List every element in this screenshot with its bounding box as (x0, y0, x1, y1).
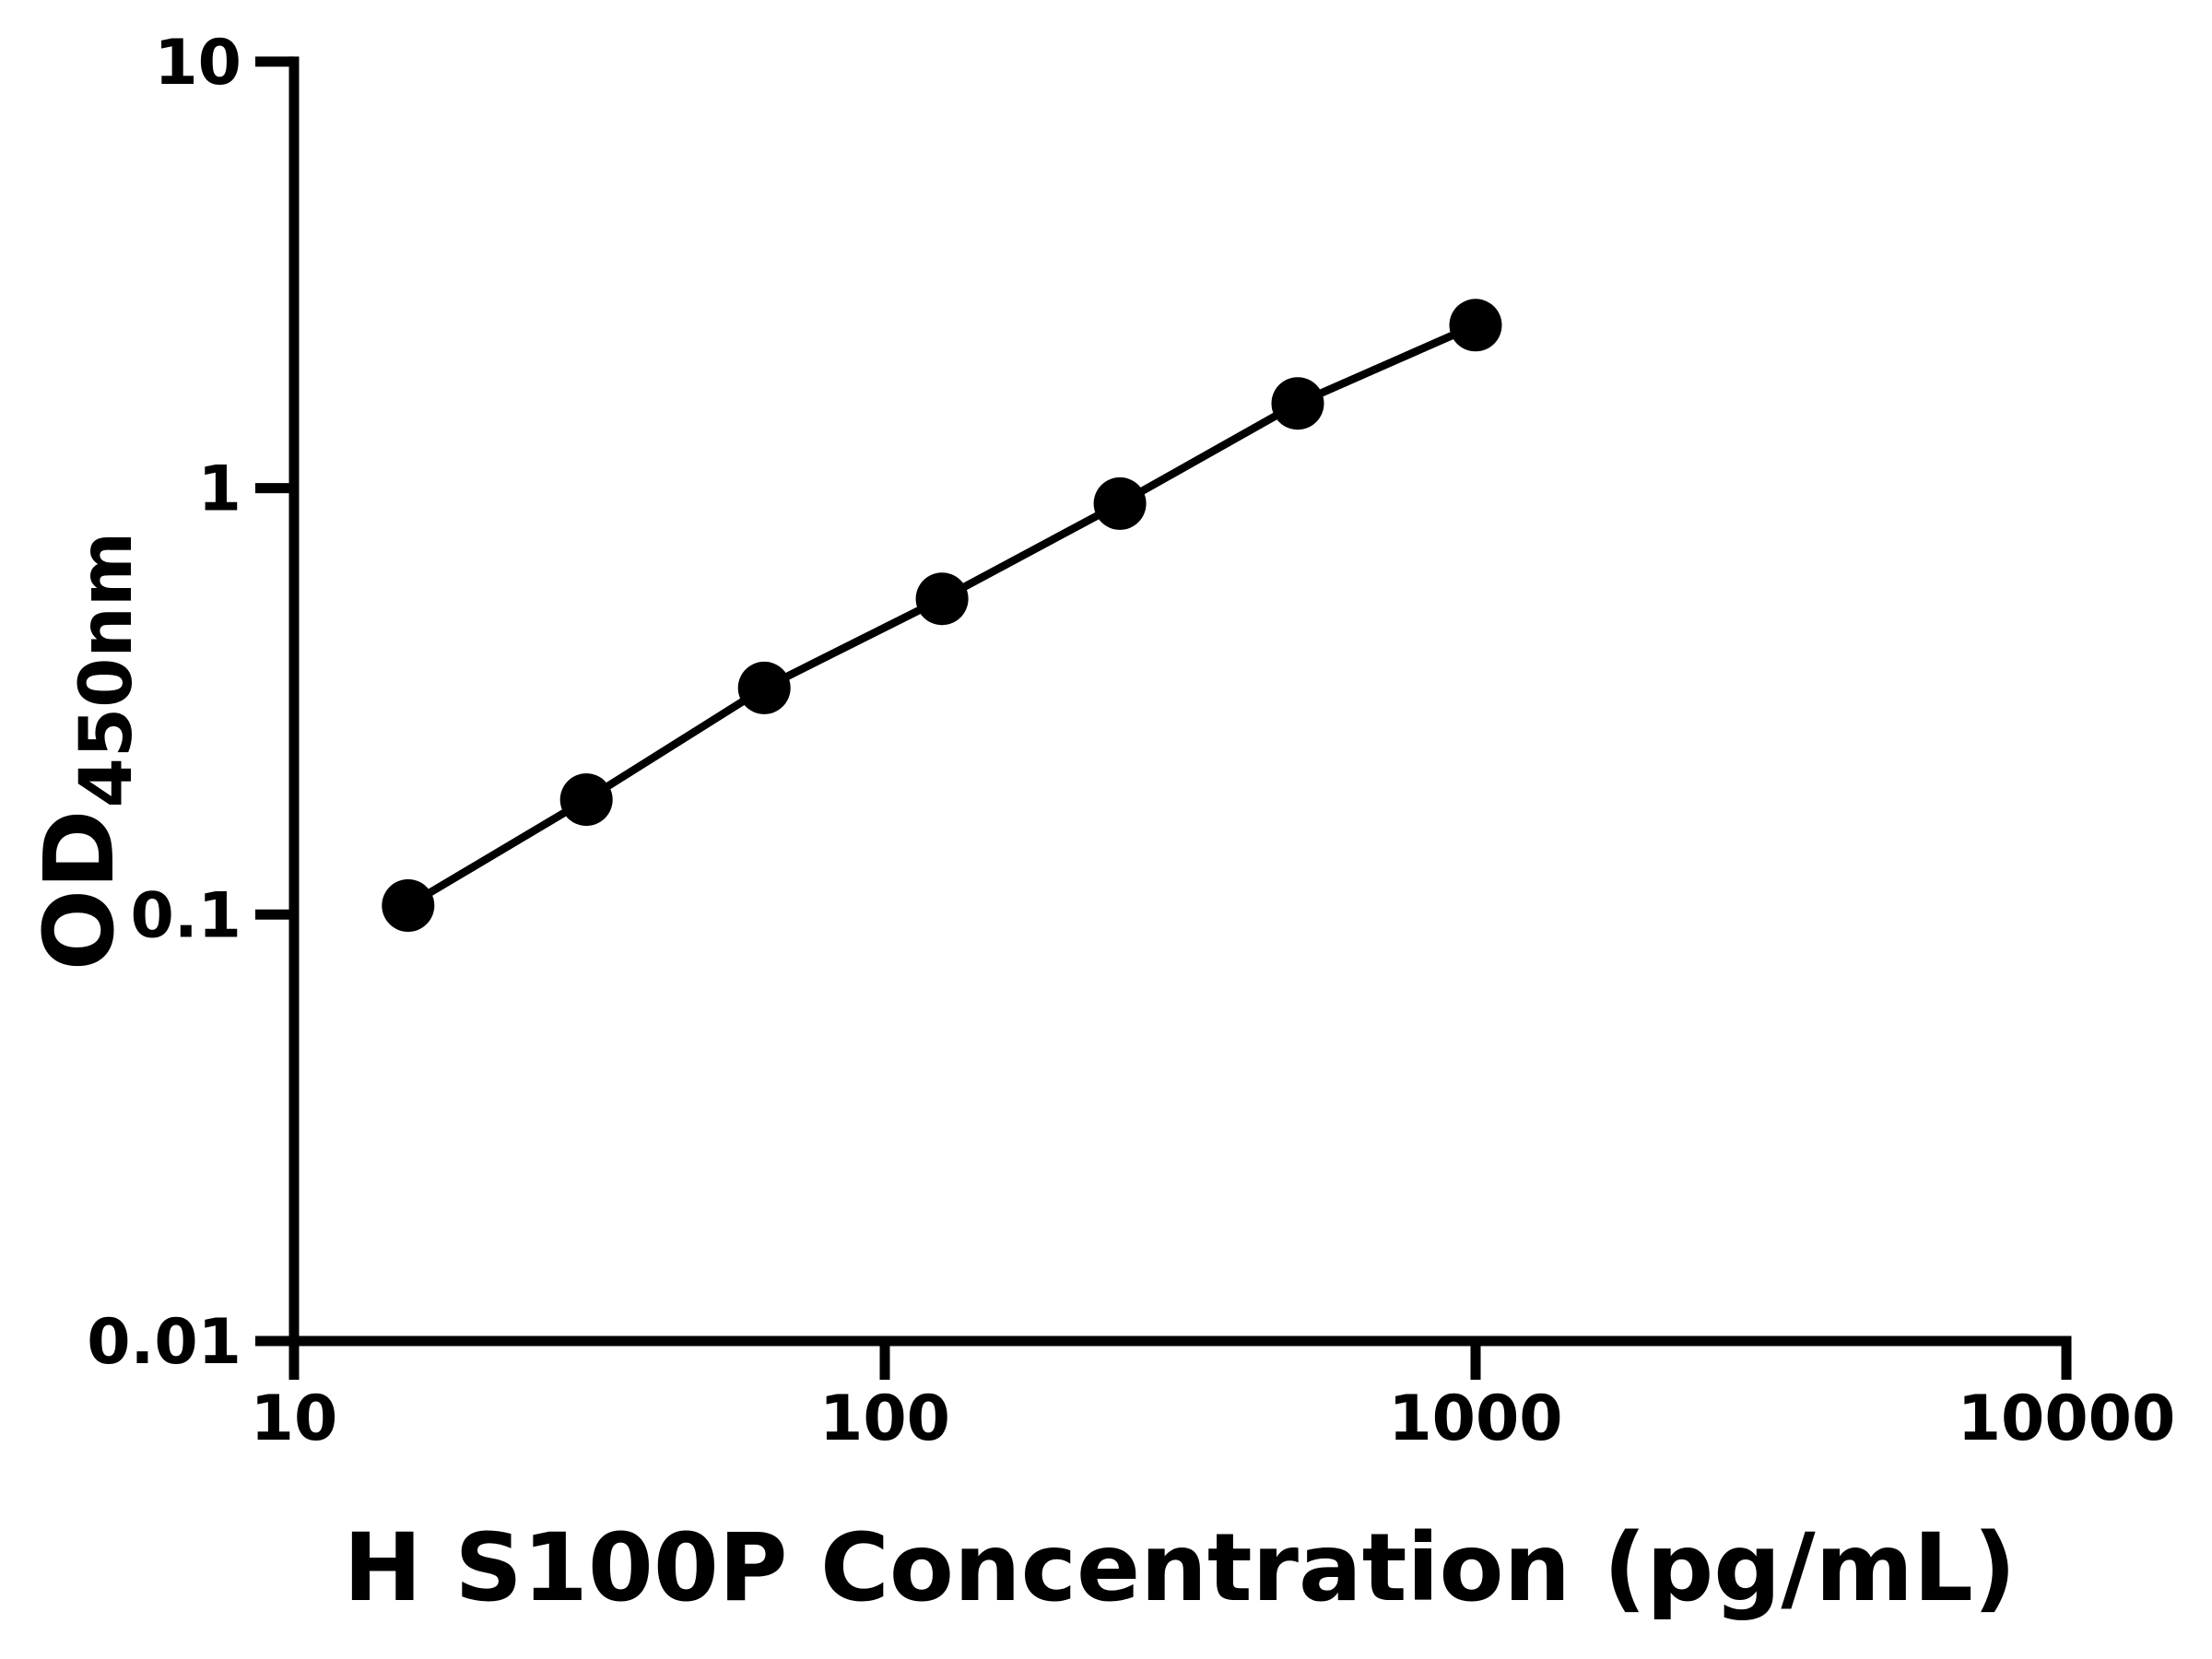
y-tick-label: 0.1 (131, 879, 241, 952)
series-layer (382, 299, 1502, 932)
y-axis-title-subscript: 450nm (65, 532, 148, 808)
data-point-marker (1449, 299, 1502, 352)
x-tick-label: 100 (819, 1382, 950, 1455)
x-axis-title: H S100P Concentration (pg/mL) (344, 1513, 2017, 1623)
data-point-marker (915, 572, 969, 626)
y-tick-label: 0.01 (87, 1306, 241, 1379)
data-point-marker (1271, 377, 1324, 430)
x-tick-label: 10000 (1958, 1382, 2176, 1455)
y-tick-label: 1 (198, 453, 241, 526)
data-point-marker (737, 661, 791, 714)
y-tick-label: 10 (154, 27, 241, 100)
axes-layer: 0.01 0.1 1 10 10 100 1000 10000 (87, 27, 2175, 1455)
data-point-marker (1093, 477, 1147, 530)
data-point-marker (382, 879, 435, 932)
x-tick-label: 1000 (1388, 1382, 1562, 1455)
y-axis-title: OD450nm (23, 532, 148, 971)
x-tick-label: 10 (251, 1382, 338, 1455)
data-point-marker (559, 773, 613, 827)
y-axis-title-main: OD (23, 809, 135, 971)
